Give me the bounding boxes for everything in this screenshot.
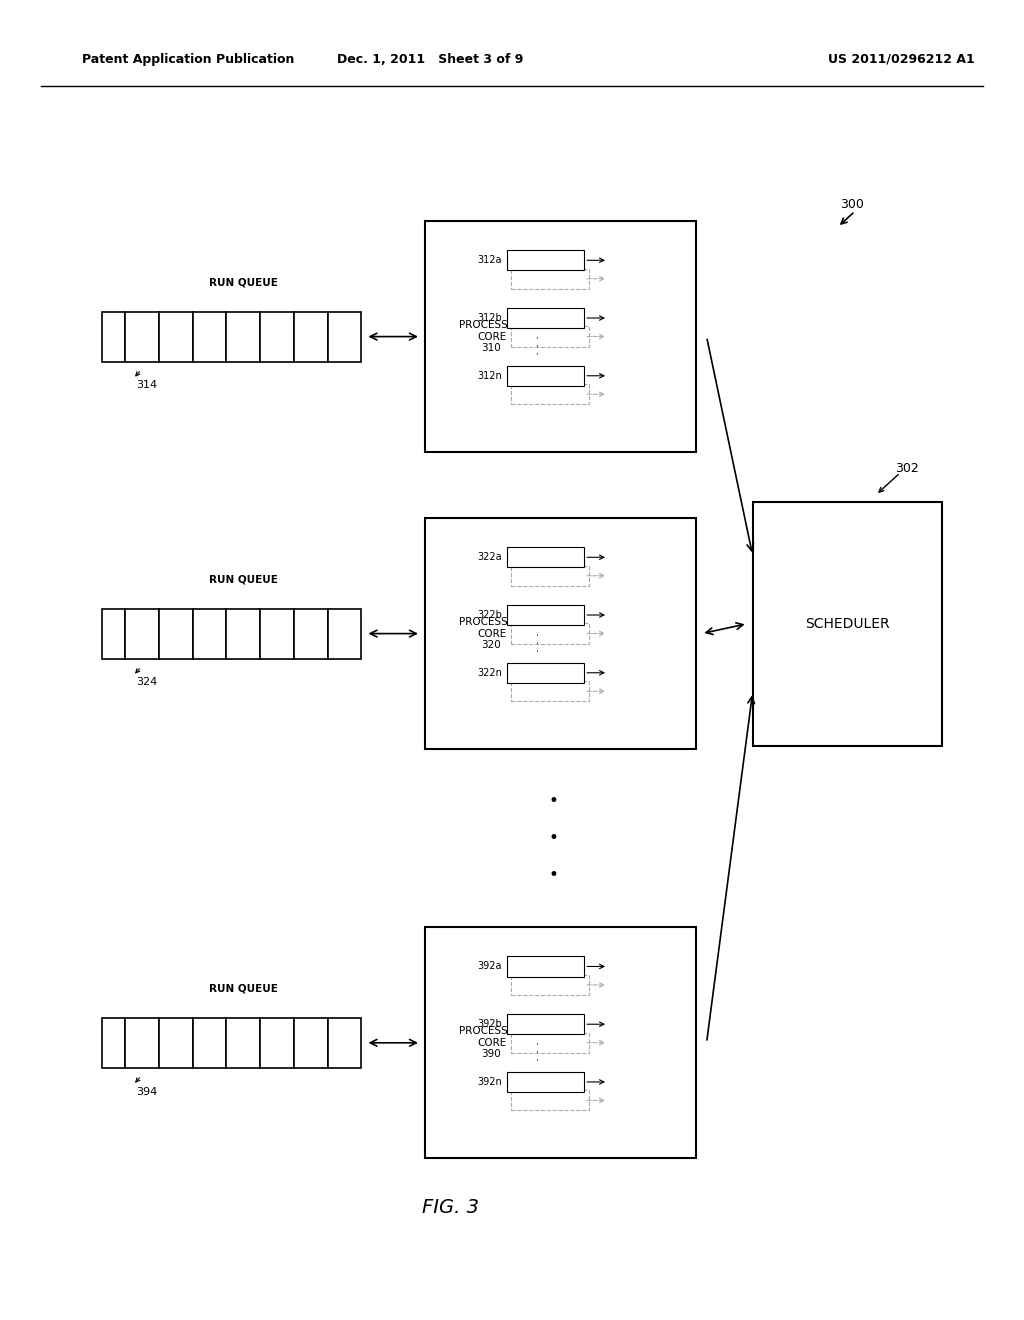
Text: •: •: [548, 792, 558, 810]
Polygon shape: [102, 312, 125, 362]
Bar: [507, 605, 585, 626]
Text: 322a: 322a: [477, 552, 502, 562]
Text: 312b: 312b: [477, 313, 502, 323]
Bar: [511, 623, 589, 644]
Text: 394: 394: [136, 1086, 158, 1097]
Text: RUN QUEUE: RUN QUEUE: [209, 277, 278, 288]
Bar: [294, 312, 328, 362]
Text: Dec. 1, 2011   Sheet 3 of 9: Dec. 1, 2011 Sheet 3 of 9: [337, 53, 523, 66]
Bar: [511, 681, 589, 701]
Text: 322n: 322n: [477, 668, 502, 677]
Text: · · ·: · · ·: [532, 632, 546, 652]
Bar: [507, 548, 585, 568]
Bar: [260, 609, 294, 659]
Text: RUN QUEUE: RUN QUEUE: [209, 983, 278, 994]
Text: 392b: 392b: [477, 1019, 502, 1030]
Text: · · ·: · · ·: [532, 335, 546, 355]
Text: US 2011/0296212 A1: US 2011/0296212 A1: [827, 53, 975, 66]
Bar: [226, 312, 260, 362]
Bar: [511, 975, 589, 995]
Bar: [125, 609, 159, 659]
Bar: [507, 1014, 585, 1035]
Text: 312a: 312a: [477, 255, 502, 265]
Text: 392a: 392a: [477, 961, 502, 972]
Bar: [125, 312, 159, 362]
Bar: [159, 609, 193, 659]
Bar: [193, 1018, 226, 1068]
Bar: [511, 1090, 589, 1110]
Bar: [260, 1018, 294, 1068]
Text: •: •: [548, 829, 558, 847]
Bar: [193, 609, 226, 659]
Bar: [294, 609, 328, 659]
Bar: [511, 566, 589, 586]
Bar: [753, 502, 942, 746]
Bar: [328, 609, 361, 659]
Bar: [193, 312, 226, 362]
Text: 324: 324: [136, 677, 158, 688]
Text: PROCESSOR
CORE
320: PROCESSOR CORE 320: [460, 616, 523, 651]
Polygon shape: [102, 609, 125, 659]
Bar: [511, 326, 589, 347]
Bar: [511, 1032, 589, 1053]
Bar: [425, 928, 696, 1159]
Bar: [425, 519, 696, 750]
Bar: [226, 609, 260, 659]
Polygon shape: [102, 1018, 125, 1068]
Text: 322b: 322b: [477, 610, 502, 620]
Bar: [511, 384, 589, 404]
Text: PROCESSOR
CORE
390: PROCESSOR CORE 390: [460, 1026, 523, 1060]
Text: 392n: 392n: [477, 1077, 502, 1086]
Bar: [511, 269, 589, 289]
Text: 312n: 312n: [477, 371, 502, 380]
Bar: [260, 312, 294, 362]
Bar: [294, 1018, 328, 1068]
Bar: [507, 251, 585, 271]
Text: 314: 314: [136, 380, 158, 391]
Bar: [328, 312, 361, 362]
Text: 302: 302: [895, 462, 919, 475]
Text: FIG. 3: FIG. 3: [422, 1199, 479, 1217]
Bar: [226, 1018, 260, 1068]
Text: · · ·: · · ·: [532, 1041, 546, 1061]
Text: •: •: [548, 866, 558, 884]
Bar: [159, 1018, 193, 1068]
Text: RUN QUEUE: RUN QUEUE: [209, 574, 278, 585]
Bar: [125, 1018, 159, 1068]
Text: PROCESSOR
CORE
310: PROCESSOR CORE 310: [460, 319, 523, 354]
Bar: [507, 308, 585, 329]
Bar: [507, 366, 585, 385]
Bar: [159, 312, 193, 362]
Text: 300: 300: [840, 198, 863, 211]
Text: SCHEDULER: SCHEDULER: [805, 616, 890, 631]
Bar: [507, 663, 585, 682]
Bar: [328, 1018, 361, 1068]
Bar: [507, 1072, 585, 1092]
Bar: [425, 220, 696, 451]
Bar: [507, 957, 585, 977]
Text: Patent Application Publication: Patent Application Publication: [82, 53, 294, 66]
